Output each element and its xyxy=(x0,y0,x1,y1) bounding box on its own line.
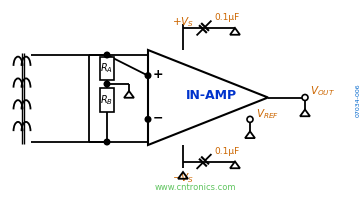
Bar xyxy=(100,88,114,112)
Text: $V_{REF}$: $V_{REF}$ xyxy=(256,107,279,121)
Text: $R_B$: $R_B$ xyxy=(100,93,113,107)
Text: 0.1μF: 0.1μF xyxy=(214,13,239,22)
Text: IN-AMP: IN-AMP xyxy=(186,89,236,102)
Text: www.cntronics.com: www.cntronics.com xyxy=(154,184,236,192)
Circle shape xyxy=(302,95,308,100)
Text: +: + xyxy=(153,68,163,81)
Text: 07034-006: 07034-006 xyxy=(356,83,361,117)
Circle shape xyxy=(104,139,110,145)
Text: −: − xyxy=(153,112,163,125)
Bar xyxy=(100,57,114,80)
Circle shape xyxy=(104,52,110,58)
Text: $R_A$: $R_A$ xyxy=(100,62,113,75)
Polygon shape xyxy=(148,50,268,145)
Circle shape xyxy=(247,116,253,122)
Circle shape xyxy=(104,81,110,87)
Text: $V_{OUT}$: $V_{OUT}$ xyxy=(310,85,335,98)
Circle shape xyxy=(145,117,151,122)
Text: 0.1μF: 0.1μF xyxy=(214,146,239,156)
Circle shape xyxy=(145,73,151,78)
Text: $+V_S$: $+V_S$ xyxy=(172,15,194,29)
Text: $-V_S$: $-V_S$ xyxy=(172,171,194,185)
